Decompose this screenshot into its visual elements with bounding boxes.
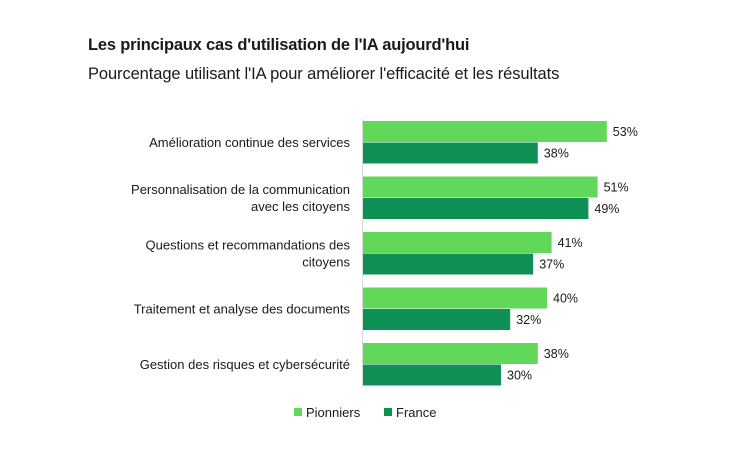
data-label: 30% [507, 369, 532, 383]
bar-france [363, 142, 538, 164]
chart-subtitle: Pourcentage utilisant l'IA pour améliore… [88, 65, 560, 83]
category-label: Amélioration continue des services [149, 135, 350, 150]
legend-swatch-france [384, 408, 392, 416]
bar-pionniers [363, 121, 607, 142]
data-label: 32% [516, 313, 541, 327]
category-label: avec les citoyens [251, 199, 350, 214]
category-label: Questions et recommandations des [146, 237, 351, 252]
category-label: Personnalisation de la communication [131, 182, 350, 197]
legend-label-pionniers: Pionniers [306, 405, 361, 420]
data-label: 41% [558, 236, 583, 250]
bar-france [363, 253, 534, 275]
data-label: 49% [594, 202, 619, 216]
bar-pionniers [363, 287, 547, 309]
data-label: 53% [613, 125, 638, 139]
data-label: 40% [553, 292, 578, 306]
data-label: 38% [544, 347, 569, 361]
bar-france [363, 364, 501, 386]
bar-france [363, 198, 589, 219]
category-label: citoyens [302, 254, 350, 269]
bar-france [363, 309, 511, 330]
legend-swatch-pionniers [294, 408, 302, 416]
bar-pionniers [363, 343, 538, 364]
data-label: 37% [539, 258, 564, 272]
legend-label-france: France [396, 405, 436, 420]
bar-pionniers [363, 176, 598, 198]
data-label: 51% [604, 181, 629, 195]
chart-title: Les principaux cas d'utilisation de l'IA… [88, 36, 470, 54]
data-label: 38% [544, 147, 569, 161]
bar-pionniers [363, 232, 552, 253]
category-label: Gestion des risques et cybersécurité [140, 357, 350, 372]
category-label: Traitement et analyse des documents [134, 301, 351, 316]
